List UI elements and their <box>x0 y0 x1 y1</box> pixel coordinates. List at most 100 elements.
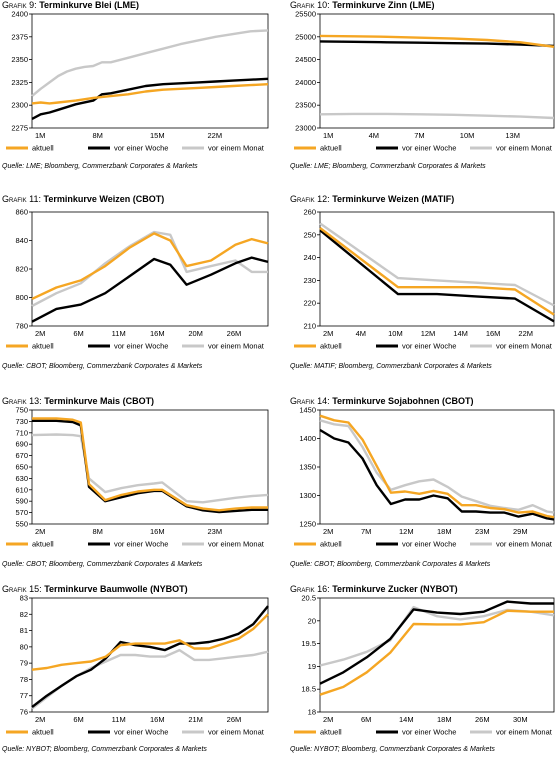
y-tick-label: 80 <box>20 642 28 651</box>
figure-label: Grafik 13: <box>2 396 42 406</box>
chart-title-text: Terminkurve Weizen (CBOT) <box>43 194 165 204</box>
legend-label-month: vor einem Monat <box>208 728 265 737</box>
legend-label-week: vor einer Woche <box>114 342 168 351</box>
chart-title: Grafik 12: Terminkurve Weizen (MATIF) <box>290 194 454 204</box>
plot-frame <box>31 409 269 525</box>
x-tick-label: 18M <box>437 527 452 536</box>
y-tick-label: 800 <box>15 293 28 302</box>
y-tick-label: 25000 <box>295 32 316 41</box>
chart-title-text: Terminkurve Zucker (NYBOT) <box>332 584 458 594</box>
x-tick-label: 20M <box>188 329 203 338</box>
chart-title-text: Terminkurve Weizen (MATIF) <box>332 194 455 204</box>
series-line-week <box>319 600 554 685</box>
y-tick-label: 2400 <box>11 10 28 19</box>
chart-panel-sugar: Grafik 16: Terminkurve Zucker (NYBOT) 18… <box>290 584 558 768</box>
y-tick-label: 18 <box>308 708 316 717</box>
y-tick-label: 82 <box>20 610 28 619</box>
legend-label-month: vor einem Monat <box>496 540 553 549</box>
chart-wheat-cbot: 780 800 820 840 860 2M 6M 11M 16M 20M 26M aktuell vo… <box>6 208 269 351</box>
series-line-month <box>319 419 555 514</box>
plot-frame <box>31 597 269 713</box>
legend-label-month: vor einem Monat <box>208 144 265 153</box>
x-tick-label: 10M <box>388 329 403 338</box>
series-line-month <box>319 222 555 307</box>
figure-label: Grafik 12: <box>290 194 330 204</box>
x-tick-label: 2M <box>35 715 45 724</box>
x-tick-label: 11M <box>112 329 126 338</box>
y-tick-label: 1300 <box>299 491 316 500</box>
legend-label-week: vor einer Woche <box>114 728 168 737</box>
legend-label-month: vor einem Monat <box>496 144 553 153</box>
series-line-week <box>31 256 269 323</box>
x-tick-label: 1M <box>35 131 45 140</box>
legend-label-week: vor einer Woche <box>402 540 456 549</box>
legend-label-current: aktuell <box>32 540 54 549</box>
y-tick-label: 780 <box>15 322 28 331</box>
x-tick-label: 13M <box>505 131 520 140</box>
chart-panel-wheat-matif: Grafik 12: Terminkurve Weizen (MATIF) 21… <box>290 194 558 378</box>
x-tick-label: 14M <box>399 715 414 724</box>
legend-label-current: aktuell <box>320 144 342 153</box>
y-tick-label: 23000 <box>295 124 316 133</box>
series-line-current <box>319 609 554 696</box>
figure-label: Grafik 14: <box>290 396 330 406</box>
chart-source: Quelle: NYBOT; Bloomberg, Commerzbank Co… <box>290 746 495 753</box>
y-tick-label: 590 <box>15 497 28 506</box>
chart-title: Grafik 15: Terminkurve Baumwolle (NYBOT) <box>2 584 188 594</box>
y-tick-label: 19.5 <box>301 639 316 648</box>
x-tick-label: 6M <box>73 329 83 338</box>
y-tick-label: 18.5 <box>301 685 316 694</box>
series-line-current <box>319 34 555 48</box>
legend-label-current: aktuell <box>320 728 342 737</box>
x-tick-label: 18M <box>437 715 452 724</box>
chart-title: Grafik 10: Terminkurve Zinn (LME) <box>290 0 435 10</box>
x-tick-label: 4M <box>369 131 379 140</box>
x-tick-label: 22M <box>518 329 533 338</box>
y-tick-label: 1450 <box>299 406 316 415</box>
x-tick-label: 16M <box>150 527 165 536</box>
y-tick-label: 610 <box>15 485 28 494</box>
chart-title-text: Terminkurve Mais (CBOT) <box>44 396 155 406</box>
y-tick-label: 23500 <box>295 101 316 110</box>
y-tick-label: 230 <box>303 276 316 285</box>
x-tick-label: 16M <box>150 329 165 338</box>
y-tick-label: 2325 <box>11 78 28 87</box>
legend-label-month: vor einem Monat <box>496 342 553 351</box>
x-tick-label: 21M <box>188 715 203 724</box>
chart-sugar: 18 18.5 19 19.5 20 20.5 2M 6M 14M 18M 26M 30M aktuel… <box>294 594 555 737</box>
y-tick-label: 1400 <box>299 434 316 443</box>
chart-title: Grafik 11: Terminkurve Weizen (CBOT) <box>2 194 164 204</box>
y-tick-label: 19 <box>308 662 316 671</box>
series-line-month <box>319 112 555 120</box>
series-line-week <box>319 40 555 48</box>
figure-label: Grafik 9: <box>2 0 37 10</box>
series-line-month <box>31 230 268 308</box>
y-tick-label: 78 <box>20 675 28 684</box>
series-line-current <box>319 227 555 316</box>
y-tick-label: 76 <box>20 708 28 717</box>
chart-panel-corn: Grafik 13: Terminkurve Mais (CBOT) 550 57… <box>2 396 272 580</box>
chart-wheat-matif: 210 220 230 240 250 260 2M 4M 10M 12M 14M 16M 22M akt… <box>294 208 555 351</box>
chart-source: Quelle: CBOT; Bloomberg, Commerzbank Cor… <box>2 363 203 370</box>
plot-frame <box>319 211 555 327</box>
x-tick-label: 2M <box>35 329 45 338</box>
plot-frame <box>319 13 555 129</box>
x-tick-label: 6M <box>73 715 83 724</box>
x-tick-label: 29M <box>513 527 528 536</box>
chart-corn: 550 570 590 610 630 650 670 690 710 730 750 2M 8M 16M… <box>6 406 269 549</box>
x-tick-label: 2M <box>323 527 333 536</box>
chart-source: Quelle: LME; Bloomberg, Commerzbank Corp… <box>2 163 198 170</box>
series-line-current <box>319 414 555 519</box>
y-tick-label: 220 <box>303 299 316 308</box>
series-line-week <box>31 77 269 120</box>
legend-label-current: aktuell <box>320 540 342 549</box>
y-tick-label: 210 <box>303 322 316 331</box>
x-tick-label: 8M <box>93 131 103 140</box>
chart-title: Grafik 16: Terminkurve Zucker (NYBOT) <box>290 584 458 594</box>
x-tick-label: 30M <box>513 715 528 724</box>
series-line-month <box>319 605 555 667</box>
chart-title-text: Terminkurve Sojabohnen (CBOT) <box>332 396 474 406</box>
x-tick-label: 23M <box>475 527 490 536</box>
x-tick-label: 2M <box>35 527 45 536</box>
y-tick-label: 650 <box>15 463 28 472</box>
